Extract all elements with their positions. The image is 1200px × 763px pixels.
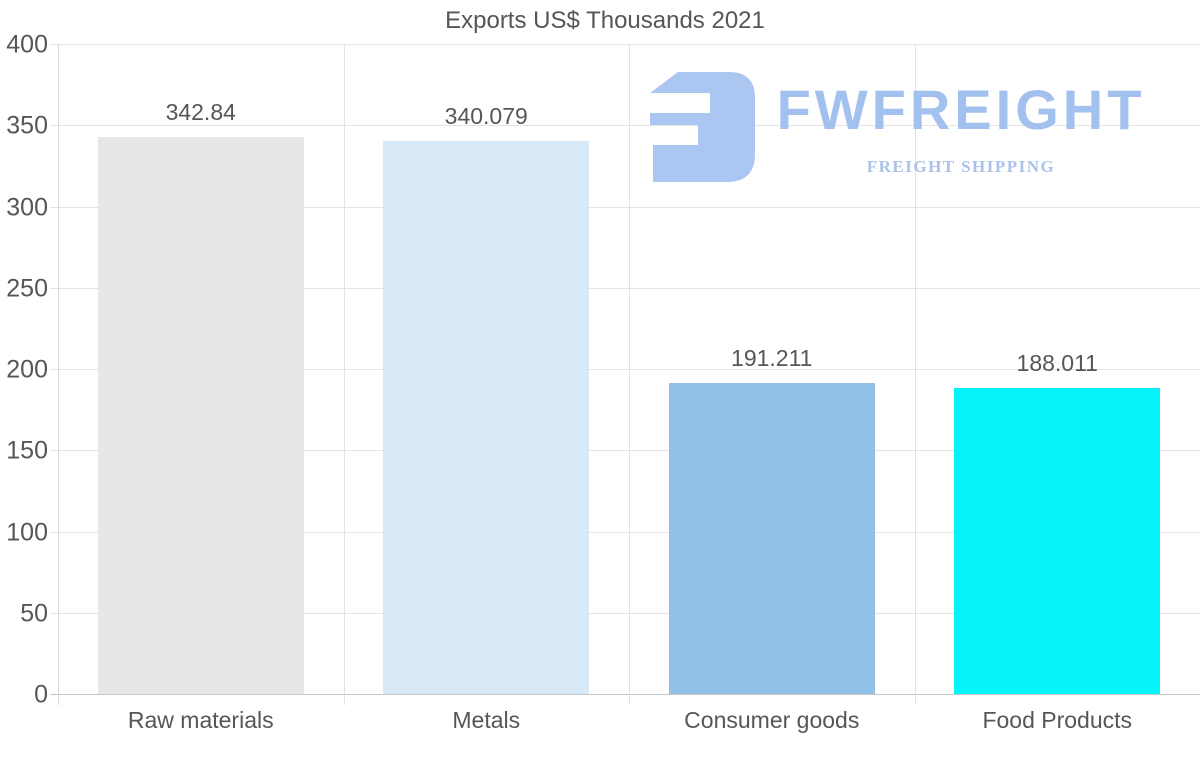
y-axis-tick-label: 50: [20, 599, 48, 628]
bar-metals: [383, 141, 590, 694]
gridline-y-350: [50, 125, 1200, 127]
y-axis-line: [58, 44, 59, 705]
category-separator-line: [343, 44, 345, 705]
y-axis-tick-label: 200: [6, 355, 48, 384]
x-axis-label-consumer-goods: Consumer goods: [684, 707, 860, 733]
brand-name: FWFREIGHT: [776, 78, 1146, 141]
x-axis-label-raw-materials: Raw materials: [127, 707, 274, 733]
value-label-food-products: 188.011: [1016, 350, 1098, 377]
y-axis-tick-label: 0: [34, 680, 48, 709]
category-separator-line: [914, 44, 916, 705]
gridline-y-150: [50, 450, 1200, 452]
y-axis-tick-label: 150: [6, 436, 48, 465]
brand-text-block: FWFREIGHT FREIGHT SHIPPING: [772, 70, 1150, 177]
category-separator-line: [629, 44, 630, 705]
bar-consumer-goods: [668, 383, 875, 694]
gridline-y-250: [50, 287, 1200, 289]
gridline-y-400: [50, 44, 1200, 45]
gridline-y-100: [50, 531, 1200, 533]
x-axis-label-metals: Metals: [452, 707, 521, 733]
bar-raw-materials: [97, 136, 304, 694]
y-axis-tick-label: 250: [6, 274, 48, 303]
gridline-y-50: [50, 612, 1200, 614]
gridline-y-0: [50, 694, 1200, 695]
y-axis-tick-label: 400: [6, 30, 48, 59]
value-label-consumer-goods: 191.211: [731, 345, 813, 372]
gridline-y-200: [50, 369, 1200, 370]
y-axis-tick-label: 300: [6, 193, 48, 221]
value-label-metals: 340.079: [444, 103, 528, 130]
y-axis-tick-label: 100: [6, 518, 48, 546]
x-axis-label-food-products: Food Products: [982, 707, 1133, 733]
value-label-raw-materials: 342.84: [165, 98, 236, 125]
y-axis-tick-label: 350: [6, 111, 48, 140]
chart-title: Exports US$ Thousands 2021: [445, 7, 765, 34]
brand-tagline: FREIGHT SHIPPING: [866, 157, 1056, 176]
gridline-y-300: [50, 206, 1200, 208]
brand-logo-icon: [650, 72, 755, 182]
brand-logo: FWFREIGHT FREIGHT SHIPPING: [650, 70, 1150, 185]
bar-food-products: [954, 388, 1161, 694]
